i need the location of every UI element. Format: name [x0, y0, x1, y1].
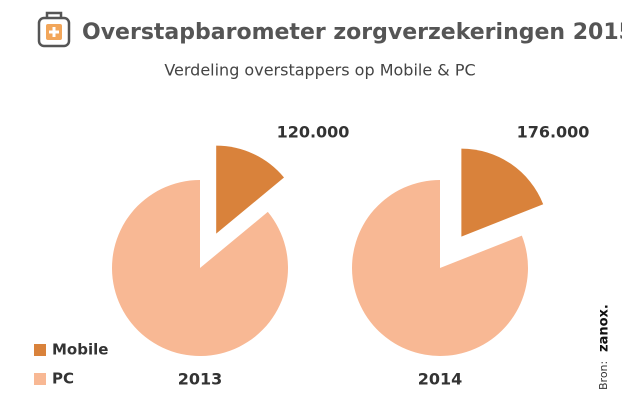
legend-swatch	[34, 373, 46, 385]
pie-slice	[352, 180, 528, 356]
pie-slice	[461, 148, 544, 237]
pie-title: 2014	[418, 370, 463, 389]
pie-slice	[111, 180, 288, 356]
legend-swatch	[34, 344, 46, 356]
subtitle: Verdeling overstappers op Mobile & PC	[164, 61, 475, 80]
value-label: 120.000	[277, 123, 350, 142]
title: Overstapbarometer zorgverzekeringen 2015	[82, 20, 622, 45]
icon	[37, 11, 71, 48]
pie-slice	[216, 145, 284, 234]
source-label: Bron:	[597, 361, 610, 390]
source-brand: zanox.	[597, 304, 612, 352]
legend-label: PC	[52, 370, 74, 388]
value-label: 176.000	[517, 123, 590, 142]
pie-title: 2013	[178, 370, 223, 389]
legend-label: Mobile	[52, 341, 108, 359]
